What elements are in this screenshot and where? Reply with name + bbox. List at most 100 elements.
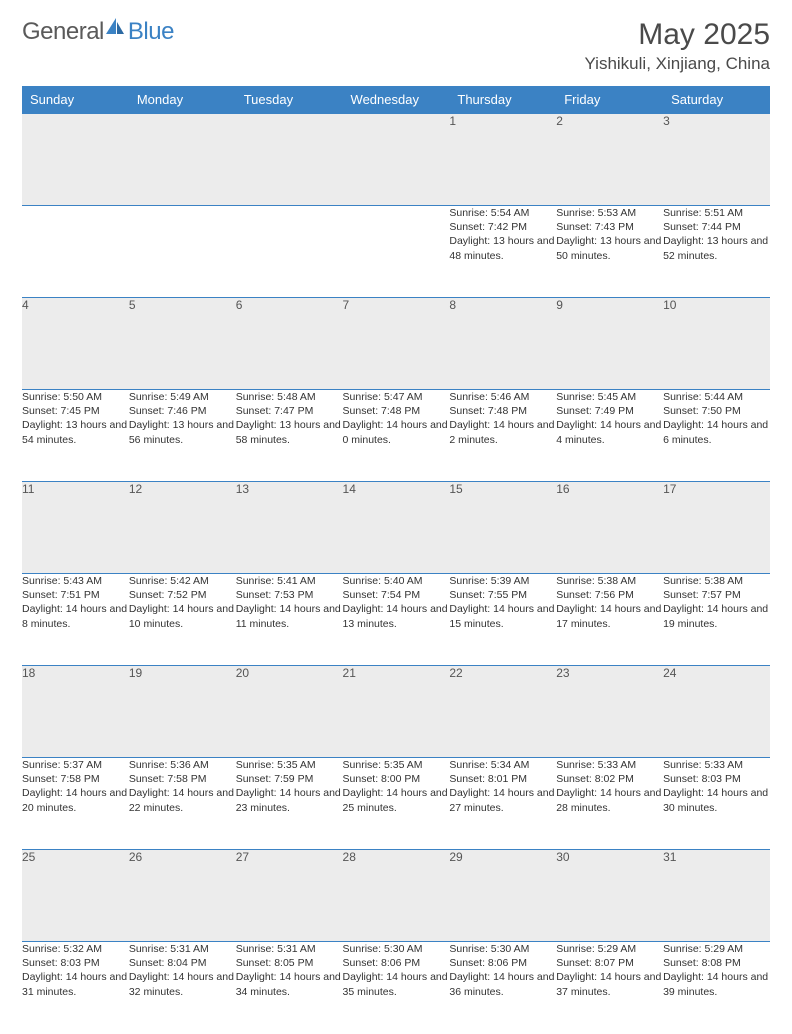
sunset-text: Sunset: 8:02 PM [556,772,663,786]
sunrise-text: Sunrise: 5:33 AM [556,758,663,772]
sunset-text: Sunset: 7:57 PM [663,588,770,602]
day-content-cell: Sunrise: 5:31 AMSunset: 8:05 PMDaylight:… [236,942,343,1034]
day-content-cell [343,206,450,298]
sunset-text: Sunset: 8:06 PM [449,956,556,970]
day-number-cell: 4 [22,298,129,390]
daylight-text: Daylight: 14 hours and 27 minutes. [449,786,556,814]
day-content-cell: Sunrise: 5:47 AMSunset: 7:48 PMDaylight:… [343,390,450,482]
day-number-cell: 24 [663,666,770,758]
day-number-row: 45678910 [22,298,770,390]
sunset-text: Sunset: 7:54 PM [343,588,450,602]
day-number-cell: 20 [236,666,343,758]
day-number-row: 25262728293031 [22,850,770,942]
sunset-text: Sunset: 7:59 PM [236,772,343,786]
sunrise-text: Sunrise: 5:35 AM [236,758,343,772]
sunset-text: Sunset: 7:44 PM [663,220,770,234]
sunset-text: Sunset: 8:03 PM [663,772,770,786]
day-content-cell: Sunrise: 5:32 AMSunset: 8:03 PMDaylight:… [22,942,129,1034]
day-content-cell: Sunrise: 5:34 AMSunset: 8:01 PMDaylight:… [449,758,556,850]
sunrise-text: Sunrise: 5:51 AM [663,206,770,220]
day-number-cell [343,114,450,206]
day-number-cell: 18 [22,666,129,758]
sunrise-text: Sunrise: 5:31 AM [236,942,343,956]
daylight-text: Daylight: 14 hours and 35 minutes. [343,970,450,998]
day-content-cell: Sunrise: 5:53 AMSunset: 7:43 PMDaylight:… [556,206,663,298]
day-content-cell [22,206,129,298]
weekday-header: Friday [556,86,663,114]
page-title: May 2025 [584,18,770,52]
day-content-row: Sunrise: 5:54 AMSunset: 7:42 PMDaylight:… [22,206,770,298]
daylight-text: Daylight: 14 hours and 39 minutes. [663,970,770,998]
day-content-cell: Sunrise: 5:37 AMSunset: 7:58 PMDaylight:… [22,758,129,850]
sunset-text: Sunset: 7:51 PM [22,588,129,602]
day-content-cell: Sunrise: 5:29 AMSunset: 8:08 PMDaylight:… [663,942,770,1034]
logo: General Blue [22,18,174,46]
weekday-header: Thursday [449,86,556,114]
day-number-cell: 17 [663,482,770,574]
daylight-text: Daylight: 14 hours and 13 minutes. [343,602,450,630]
sunrise-text: Sunrise: 5:40 AM [343,574,450,588]
day-number-cell: 16 [556,482,663,574]
day-number-cell: 23 [556,666,663,758]
sunrise-text: Sunrise: 5:33 AM [663,758,770,772]
day-content-row: Sunrise: 5:43 AMSunset: 7:51 PMDaylight:… [22,574,770,666]
day-content-cell: Sunrise: 5:35 AMSunset: 7:59 PMDaylight:… [236,758,343,850]
sunset-text: Sunset: 8:00 PM [343,772,450,786]
day-number-cell: 6 [236,298,343,390]
day-number-cell: 31 [663,850,770,942]
day-number-cell: 22 [449,666,556,758]
sunrise-text: Sunrise: 5:32 AM [22,942,129,956]
daylight-text: Daylight: 13 hours and 58 minutes. [236,418,343,446]
daylight-text: Daylight: 14 hours and 30 minutes. [663,786,770,814]
sunset-text: Sunset: 8:04 PM [129,956,236,970]
day-number-cell: 27 [236,850,343,942]
sunrise-text: Sunrise: 5:47 AM [343,390,450,404]
sunrise-text: Sunrise: 5:36 AM [129,758,236,772]
day-number-cell: 3 [663,114,770,206]
title-block: May 2025 Yishikuli, Xinjiang, China [584,18,770,74]
sunset-text: Sunset: 8:01 PM [449,772,556,786]
day-number-cell: 11 [22,482,129,574]
sunset-text: Sunset: 7:47 PM [236,404,343,418]
day-number-cell: 19 [129,666,236,758]
day-number-row: 18192021222324 [22,666,770,758]
day-number-cell [129,114,236,206]
daylight-text: Daylight: 14 hours and 31 minutes. [22,970,129,998]
day-content-cell: Sunrise: 5:48 AMSunset: 7:47 PMDaylight:… [236,390,343,482]
day-number-cell: 28 [343,850,450,942]
day-content-cell: Sunrise: 5:30 AMSunset: 8:06 PMDaylight:… [343,942,450,1034]
day-number-cell: 1 [449,114,556,206]
sunrise-text: Sunrise: 5:35 AM [343,758,450,772]
sunrise-text: Sunrise: 5:37 AM [22,758,129,772]
daylight-text: Daylight: 14 hours and 0 minutes. [343,418,450,446]
daylight-text: Daylight: 14 hours and 25 minutes. [343,786,450,814]
day-number-cell: 25 [22,850,129,942]
daylight-text: Daylight: 14 hours and 37 minutes. [556,970,663,998]
day-content-cell: Sunrise: 5:30 AMSunset: 8:06 PMDaylight:… [449,942,556,1034]
daylight-text: Daylight: 14 hours and 4 minutes. [556,418,663,446]
day-content-cell: Sunrise: 5:44 AMSunset: 7:50 PMDaylight:… [663,390,770,482]
sunrise-text: Sunrise: 5:38 AM [556,574,663,588]
daylight-text: Daylight: 14 hours and 36 minutes. [449,970,556,998]
day-content-cell: Sunrise: 5:46 AMSunset: 7:48 PMDaylight:… [449,390,556,482]
sunrise-text: Sunrise: 5:44 AM [663,390,770,404]
day-content-cell: Sunrise: 5:54 AMSunset: 7:42 PMDaylight:… [449,206,556,298]
sunrise-text: Sunrise: 5:34 AM [449,758,556,772]
sunset-text: Sunset: 8:03 PM [22,956,129,970]
logo-text-general: General [22,18,104,46]
weekday-header: Wednesday [343,86,450,114]
day-content-cell: Sunrise: 5:49 AMSunset: 7:46 PMDaylight:… [129,390,236,482]
sunset-text: Sunset: 7:58 PM [129,772,236,786]
sunset-text: Sunset: 7:49 PM [556,404,663,418]
daylight-text: Daylight: 14 hours and 10 minutes. [129,602,236,630]
sunrise-text: Sunrise: 5:30 AM [449,942,556,956]
sunrise-text: Sunrise: 5:45 AM [556,390,663,404]
day-content-cell: Sunrise: 5:38 AMSunset: 7:57 PMDaylight:… [663,574,770,666]
sunset-text: Sunset: 7:43 PM [556,220,663,234]
day-number-cell: 15 [449,482,556,574]
header: General Blue May 2025 Yishikuli, Xinjian… [22,18,770,74]
day-content-cell: Sunrise: 5:43 AMSunset: 7:51 PMDaylight:… [22,574,129,666]
day-content-row: Sunrise: 5:32 AMSunset: 8:03 PMDaylight:… [22,942,770,1034]
sunrise-text: Sunrise: 5:29 AM [663,942,770,956]
sunset-text: Sunset: 7:55 PM [449,588,556,602]
